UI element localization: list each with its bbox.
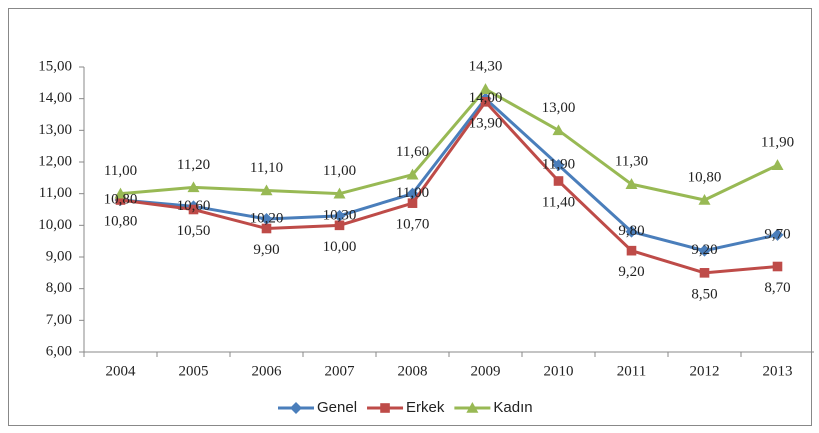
x-tick-label: 2012 xyxy=(690,363,720,379)
marker xyxy=(772,261,783,272)
x-tick-label: 2005 xyxy=(179,363,209,379)
data-label: 8,70 xyxy=(764,280,790,296)
data-label: 10,70 xyxy=(396,217,430,233)
series-line xyxy=(120,87,779,202)
data-label: 10,20 xyxy=(250,210,284,226)
marker xyxy=(380,403,390,413)
legend-label: Genel xyxy=(317,399,357,416)
marker xyxy=(334,220,345,231)
marker xyxy=(698,244,711,257)
x-tick-label: 2006 xyxy=(252,363,283,379)
data-label: 13,00 xyxy=(542,100,576,116)
data-label: 11,60 xyxy=(396,144,429,160)
marker xyxy=(187,181,200,193)
data-label: 14,00 xyxy=(469,90,503,106)
y-tick-label: 7,00 xyxy=(46,312,72,328)
data-label: 9,20 xyxy=(691,242,717,258)
y-tick-label: 11,00 xyxy=(39,185,72,201)
data-label: 11,10 xyxy=(250,160,283,176)
data-label: 11,30 xyxy=(615,154,648,170)
data-label: 13,90 xyxy=(469,115,503,131)
marker xyxy=(260,184,273,196)
data-label: 11,00 xyxy=(323,163,356,179)
marker xyxy=(553,176,564,186)
x-tick-label: 2007 xyxy=(325,363,356,379)
y-tick-label: 12,00 xyxy=(38,153,72,169)
marker xyxy=(406,168,419,180)
marker xyxy=(115,195,126,205)
data-label: 14,30 xyxy=(469,59,503,75)
data-label: 11,00 xyxy=(396,185,429,201)
y-tick-label: 13,00 xyxy=(38,122,72,138)
marker xyxy=(552,124,565,136)
marker xyxy=(466,402,479,413)
marker xyxy=(552,159,565,172)
y-tick-label: 8,00 xyxy=(46,280,72,296)
marker xyxy=(290,402,302,414)
y-tick-label: 14,00 xyxy=(38,90,72,106)
series-line xyxy=(120,96,778,253)
marker xyxy=(771,159,784,170)
marker xyxy=(261,223,272,234)
marker xyxy=(698,194,711,205)
data-label: 10,80 xyxy=(104,191,138,207)
marker xyxy=(260,213,273,225)
marker xyxy=(625,178,638,189)
marker xyxy=(333,187,346,199)
data-label: 11,90 xyxy=(542,157,575,173)
chart-frame xyxy=(8,8,812,426)
y-tick-label: 6,00 xyxy=(46,343,72,359)
marker xyxy=(114,187,127,199)
x-tick-label: 2010 xyxy=(544,363,574,379)
data-label: 10,00 xyxy=(323,239,357,255)
x-tick-label: 2011 xyxy=(617,363,646,379)
data-label: 10,50 xyxy=(177,223,211,239)
data-label: 11,20 xyxy=(177,157,210,173)
marker xyxy=(699,268,710,278)
data-label: 11,00 xyxy=(104,163,137,179)
data-label: 9,20 xyxy=(618,264,644,280)
series-line xyxy=(120,99,778,275)
data-label: 10,30 xyxy=(323,207,357,223)
data-label: 10,80 xyxy=(688,169,722,185)
data-label: 10,80 xyxy=(104,213,138,229)
legend-label: Kadın xyxy=(493,399,532,416)
data-label: 11,40 xyxy=(542,194,575,210)
marker xyxy=(626,245,637,256)
marker xyxy=(480,97,491,107)
x-tick-label: 2008 xyxy=(398,363,428,379)
x-tick-label: 2009 xyxy=(471,363,501,379)
data-label: 9,70 xyxy=(764,226,790,242)
marker xyxy=(333,209,346,222)
data-label: 9,80 xyxy=(618,223,644,239)
y-tick-label: 9,00 xyxy=(46,248,72,264)
data-label: 11,90 xyxy=(761,135,794,151)
marker xyxy=(407,198,418,208)
x-tick-label: 2004 xyxy=(106,363,137,379)
marker xyxy=(625,225,638,238)
marker xyxy=(479,83,492,94)
data-label: 8,50 xyxy=(691,286,717,302)
y-tick-label: 10,00 xyxy=(38,217,72,233)
y-tick-label: 15,00 xyxy=(38,58,72,74)
x-tick-label: 2013 xyxy=(763,363,793,379)
data-label: 10,60 xyxy=(177,198,211,214)
data-label: 9,90 xyxy=(253,242,279,258)
marker xyxy=(188,204,199,215)
marker xyxy=(771,228,784,241)
legend-label: Erkek xyxy=(406,399,445,416)
